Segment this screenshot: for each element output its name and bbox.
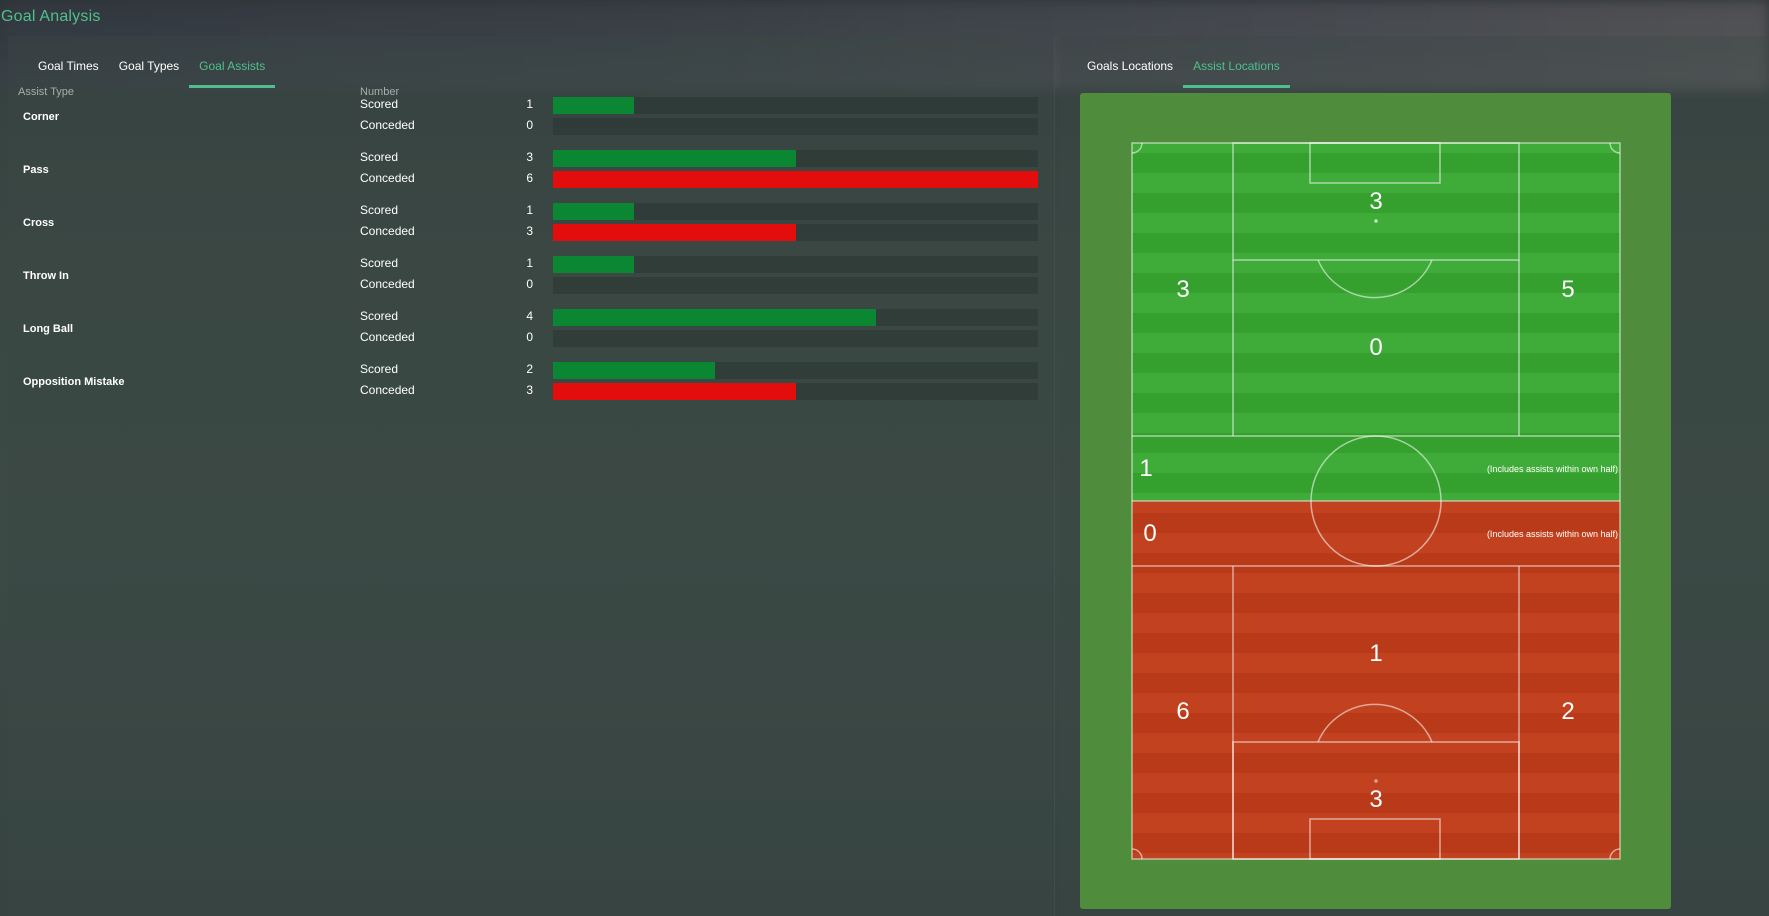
conceded-label: Conceded [360,118,415,132]
scored-count: 1 [526,203,533,217]
scored-bar [553,309,877,326]
conceded-bar [553,224,796,241]
background-crowd [0,0,1769,90]
assist-type-label: Corner [23,111,60,123]
assist-row[interactable]: Long Ball Scored 4 Conceded 0 [8,306,1055,352]
number-column-header[interactable]: Number [360,86,400,98]
scored-row: Scored 4 [8,306,1055,326]
conceded-row: Conceded 0 [8,274,1055,294]
zone-scored-right-wing[interactable]: 5 [1561,276,1574,303]
assist-type-label: Long Ball [23,323,74,335]
conceded-label: Conceded [360,224,415,238]
zone-scored-left-wing[interactable]: 3 [1176,276,1189,303]
scored-count: 1 [526,256,533,270]
conceded-bar-track [553,118,1038,135]
conceded-label: Conceded [360,171,415,185]
conceded-bar-track [553,277,1038,294]
scored-bar [553,362,715,379]
scored-bar-track [553,309,1038,326]
zone-conceded-central[interactable]: 1 [1369,640,1382,667]
scored-bar-track [553,203,1038,220]
scored-label: Scored [360,362,399,376]
assist-type-label: Opposition Mistake [23,376,125,388]
zone-scored-box[interactable]: 3 [1369,188,1382,215]
scored-bar-track [553,256,1038,273]
scored-bar [553,256,634,273]
assist-row[interactable]: Pass Scored 3 Conceded 6 [8,147,1055,193]
conceded-bar-track [553,171,1038,188]
penalty-spot-bottom [1374,779,1378,783]
zone-conceded-box[interactable]: 3 [1369,786,1382,813]
conceded-bar-track [553,224,1038,241]
conceded-half [1132,501,1620,859]
conceded-count: 0 [526,330,533,344]
penalty-spot-top [1374,219,1378,223]
assist-type-label: Throw In [23,270,69,282]
page-title: Goal Analysis [1,8,101,25]
scored-label: Scored [360,150,399,164]
scored-bar-track [553,97,1038,114]
scored-label: Scored [360,97,399,111]
scored-row: Scored 3 [8,147,1055,167]
zone-conceded-left-wing[interactable]: 6 [1176,698,1189,725]
assist-type-column-header[interactable]: Assist Type [18,86,75,98]
scored-label: Scored [360,256,399,270]
conceded-bar-track [553,383,1038,400]
conceded-count: 0 [526,118,533,132]
scored-bar-track [553,362,1038,379]
scored-bar [553,150,796,167]
scored-half [1132,143,1620,501]
conceded-count: 6 [526,171,533,185]
scored-row: Scored 1 [8,94,1055,114]
assist-row[interactable]: Cross Scored 1 Conceded 3 [8,200,1055,246]
tab-goal-times[interactable]: Goal Times [38,59,99,73]
tab-assist-locations[interactable]: Assist Locations [1183,52,1290,88]
assist-row[interactable]: Throw In Scored 1 Conceded 0 [8,253,1055,299]
conceded-bar-track [553,330,1038,347]
scored-count: 3 [526,150,533,164]
scored-count: 4 [526,309,533,323]
tab-goal-types[interactable]: Goal Types [118,59,180,73]
conceded-row: Conceded 6 [8,168,1055,188]
conceded-label: Conceded [360,330,415,344]
assist-row[interactable]: Corner Scored 1 Conceded 0 [8,94,1055,140]
scored-bar-track [553,150,1038,167]
conceded-count: 3 [526,383,533,397]
zone-scored-central[interactable]: 0 [1369,334,1382,361]
scored-row: Scored 2 [8,359,1055,379]
zone-conceded-own-half[interactable]: 0 [1143,520,1156,547]
assist-locations-pitch: 3 3 5 0 1 (Includes assists within own h… [1131,142,1621,860]
assist-stats-panel: Goal Times Goal Types Goal Assists Assis… [8,36,1055,916]
conceded-count: 0 [526,277,533,291]
scored-label: Scored [360,309,399,323]
scored-row: Scored 1 [8,253,1055,273]
scored-count: 2 [526,362,533,376]
scored-count: 1 [526,97,533,111]
scored-bar [553,203,634,220]
zone-conceded-right-wing[interactable]: 2 [1561,698,1574,725]
conceded-count: 3 [526,224,533,238]
conceded-bar [553,383,796,400]
scored-own-half-note: (Includes assists within own half) [1487,464,1618,474]
conceded-label: Conceded [360,277,415,291]
conceded-row: Conceded 3 [8,380,1055,400]
assist-type-label: Cross [23,217,55,229]
location-tabs: Goals Locations Assist Locations [1077,52,1290,88]
assist-row[interactable]: Opposition Mistake Scored 2 Conceded 3 [8,359,1055,405]
tab-goals-locations[interactable]: Goals Locations [1087,59,1174,73]
tab-goal-assists[interactable]: Goal Assists [189,52,276,88]
conceded-own-half-note: (Includes assists within own half) [1487,529,1618,539]
conceded-row: Conceded 0 [8,327,1055,347]
assist-type-label: Pass [23,164,49,176]
pitch-lines [1131,142,1621,860]
conceded-row: Conceded 0 [8,115,1055,135]
zone-scored-own-half[interactable]: 1 [1139,455,1152,482]
scored-row: Scored 1 [8,200,1055,220]
conceded-row: Conceded 3 [8,221,1055,241]
scored-label: Scored [360,203,399,217]
scored-bar [553,97,634,114]
analysis-tabs: Goal Times Goal Types Goal Assists [28,52,276,88]
conceded-bar [553,171,1038,188]
conceded-label: Conceded [360,383,415,397]
